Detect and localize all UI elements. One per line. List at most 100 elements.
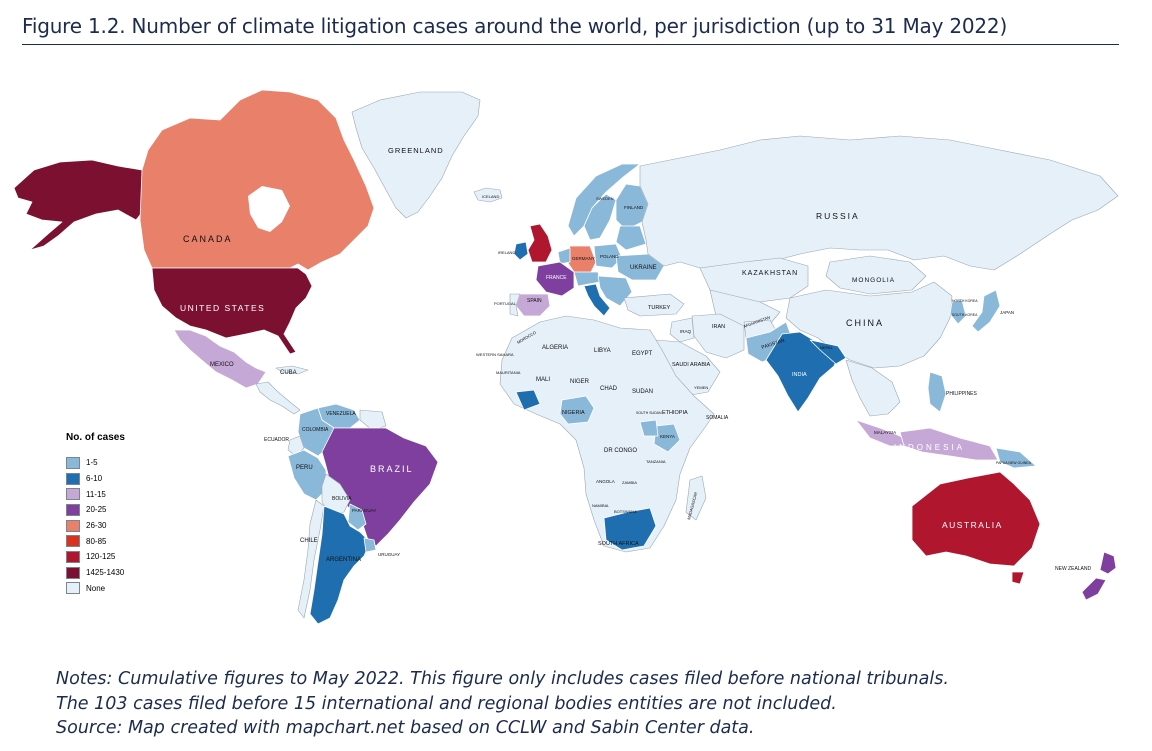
map-legend: No. of cases 1-5 6-10 11-15 20-25 26-30 80-85… <box>66 432 125 596</box>
country-sweden <box>583 193 617 241</box>
label-yemen: YEMEN <box>694 385 708 390</box>
country-japan <box>971 289 1001 333</box>
label-indonesia: INDONESIA <box>894 443 965 452</box>
label-turkey: TURKEY <box>648 305 671 311</box>
label-cuba: CUBA <box>280 370 297 376</box>
label-australia: AUSTRALIA <box>942 520 1003 530</box>
label-angola: ANGOLA <box>596 479 615 484</box>
region-baltics <box>615 225 647 251</box>
label-papua-new-guinea: PAPUA NEW GUINEA <box>996 461 1032 465</box>
label-egypt: EGYPT <box>632 351 653 357</box>
label-spain: SPAIN <box>527 298 542 304</box>
region-guianas <box>359 409 387 431</box>
label-namibia: NAMIBIA <box>592 503 609 508</box>
figure-title: Figure 1.2. Number of climate litigation… <box>22 14 1008 38</box>
label-finland: FINLAND <box>624 205 644 210</box>
legend-item: 80-85 <box>66 533 125 549</box>
country-cuba <box>275 365 309 375</box>
label-iran: IRAN <box>712 324 725 330</box>
legend-swatch <box>66 535 80 548</box>
label-kazakhstan: KAZAKHSTAN <box>742 270 798 277</box>
label-uruguay: URUGUAY <box>378 552 400 557</box>
country-alaska <box>13 159 145 251</box>
notes-line-2: The 103 cases filed before 15 internatio… <box>56 693 837 714</box>
country-greenland <box>351 91 481 219</box>
notes-line-1: Notes: Cumulative figures to May 2022. T… <box>56 669 949 689</box>
label-north-korea: NORTH KOREA <box>952 299 978 303</box>
region-benelux <box>557 247 571 265</box>
country-new-zealand <box>1081 551 1117 601</box>
label-ethiopia: ETHIOPIA <box>662 410 688 416</box>
country-iran <box>691 313 745 359</box>
country-uganda <box>639 419 659 437</box>
label-chile: CHILE <box>300 538 318 544</box>
legend-swatch <box>66 503 80 516</box>
region-west-africa <box>515 389 541 411</box>
country-south-africa <box>603 507 657 551</box>
label-mongolia: MONGOLIA <box>852 277 895 284</box>
legend-swatch <box>66 472 80 485</box>
label-paraguay: PARAGUAY <box>352 508 376 513</box>
label-somalia: SOMALIA <box>706 415 729 421</box>
label-brazil: BRAZIL <box>370 464 414 474</box>
label-ecuador: ECUADOR <box>264 437 289 443</box>
label-dr-congo: DR CONGO <box>604 448 637 454</box>
label-botswana: BOTSWANA <box>614 509 637 514</box>
legend-label: 1425-1430 <box>86 568 125 578</box>
legend-label: 6-10 <box>86 474 103 484</box>
country-norway <box>567 163 641 237</box>
label-greenland: GREENLAND <box>388 146 444 155</box>
hudson-bay <box>248 186 290 232</box>
legend-label: 26-30 <box>86 521 107 531</box>
label-argentina: ARGENTINA <box>326 557 361 563</box>
country-portugal <box>509 293 521 317</box>
continent-africa <box>499 315 715 553</box>
label-mali: MALI <box>536 377 550 383</box>
country-italy <box>583 283 611 317</box>
label-new-zealand: NEW ZEALAND <box>1055 566 1092 572</box>
country-australia <box>911 471 1041 567</box>
label-chad: CHAD <box>600 386 618 392</box>
country-china <box>785 281 953 369</box>
country-paraguay <box>347 503 367 531</box>
label-philippines: PHILIPPINES <box>946 391 978 397</box>
country-france <box>535 261 575 297</box>
country-philippines <box>927 371 947 413</box>
legend-items: 1-5 6-10 11-15 20-25 26-30 80-85 120-125 1425-1… <box>66 455 125 596</box>
legend-label: 120-125 <box>86 552 116 562</box>
legend-swatch <box>66 456 80 469</box>
region-balkans <box>597 275 633 307</box>
label-mauritania: MAURITANIA <box>496 370 521 375</box>
legend-item: 20-25 <box>66 502 125 518</box>
legend-item: 1-5 <box>66 455 125 471</box>
label-sweden: SWEDEN <box>596 196 614 201</box>
label-iraq: IRAQ <box>680 329 692 334</box>
legend-swatch <box>66 566 80 579</box>
label-kenya: KENYA <box>660 434 675 439</box>
label-south-sudan: SOUTH SUDAN <box>636 411 662 415</box>
label-tanzania: TANZANIA <box>646 459 666 464</box>
region-nepal-bangladesh <box>809 339 847 365</box>
figure-notes: Notes: Cumulative figures to May 2022. T… <box>56 667 949 741</box>
label-india: INDIA <box>792 372 807 378</box>
country-argentina <box>309 505 371 625</box>
legend-item: 120-125 <box>66 549 125 565</box>
country-peru <box>287 449 327 501</box>
legend-swatch <box>66 519 80 532</box>
label-poland: POLAND <box>600 254 619 259</box>
label-china: CHINA <box>846 318 884 328</box>
legend-label: None <box>86 583 106 593</box>
country-united-states <box>151 267 313 355</box>
label-united-states: UNITED STATES <box>180 303 265 313</box>
label-portugal: PORTUGAL <box>494 301 517 306</box>
legend-swatch <box>66 488 80 501</box>
country-madagascar <box>685 475 707 521</box>
label-malaysia: MALAYSIA <box>874 430 896 435</box>
title-divider <box>22 44 1119 45</box>
legend-label: 80-85 <box>86 536 107 546</box>
label-ukraine: UKRAINE <box>630 265 657 271</box>
region-central-america <box>255 381 301 415</box>
legend-label: 11-15 <box>86 489 106 499</box>
country-kenya <box>653 423 681 453</box>
country-iceland <box>473 187 503 203</box>
